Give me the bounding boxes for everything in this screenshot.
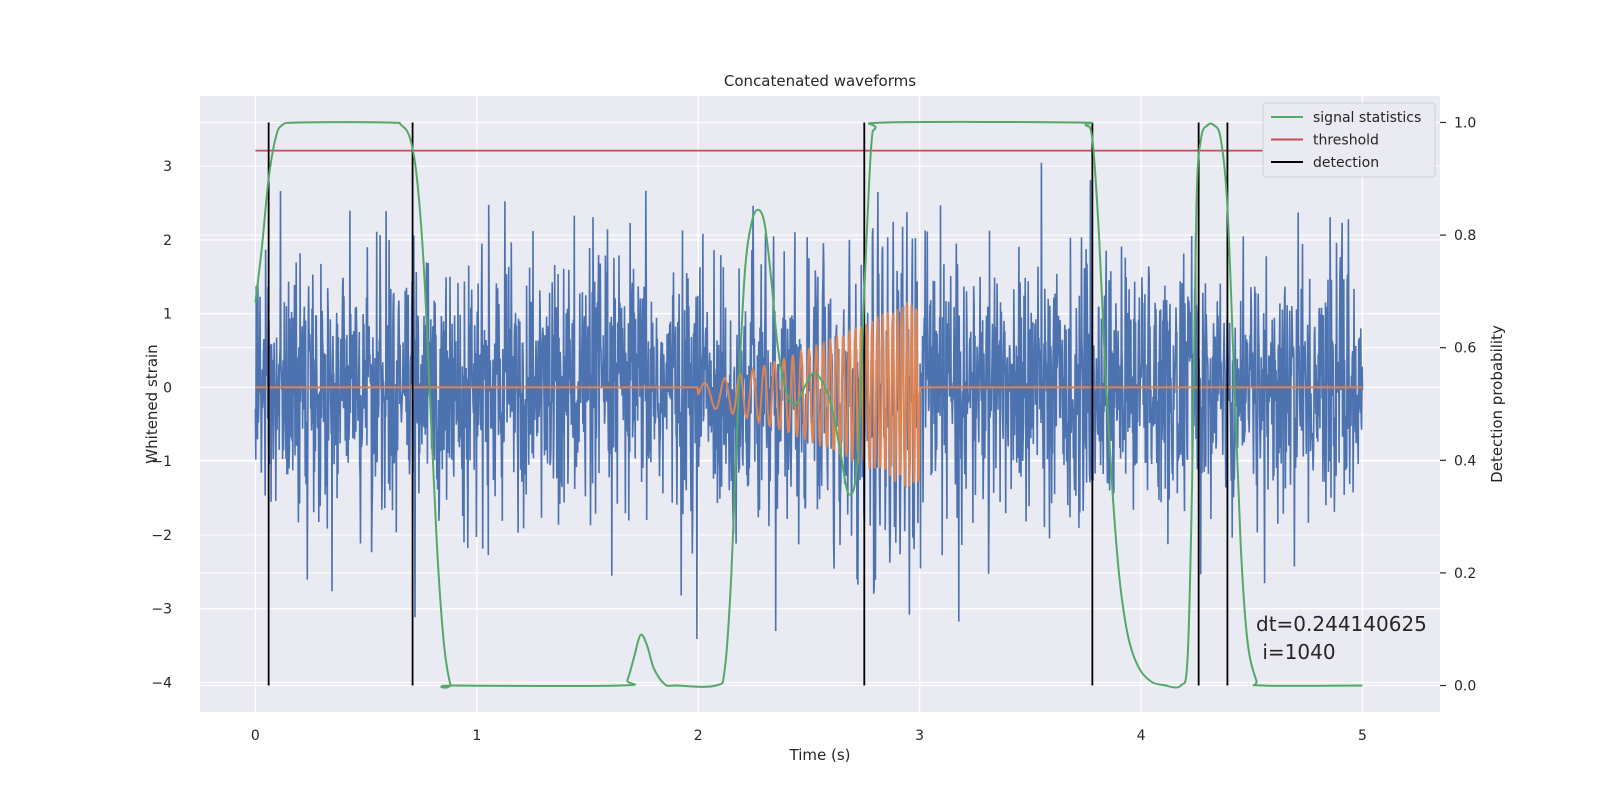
y-tick-label: 2 [163, 233, 172, 249]
x-tick-label: 2 [694, 728, 703, 744]
x-tick-label: 4 [1137, 728, 1146, 744]
y2-tick-label: 1.0 [1454, 115, 1476, 131]
x-tick-label: 3 [915, 728, 924, 744]
y2-tick-label: 0.6 [1454, 341, 1476, 357]
whitened-strain-series [254, 162, 1364, 640]
legend-label-threshold: threshold [1313, 133, 1379, 149]
y-tick-label: 1 [163, 307, 172, 323]
annotation-dt: dt=0.244140625 [1256, 612, 1427, 636]
y2-tick-label: 0.4 [1454, 453, 1476, 469]
whitened-strain-line [254, 162, 1364, 640]
detection-lines [267, 122, 1229, 686]
x-tick-label: 1 [472, 728, 481, 744]
x-tick-label: 5 [1358, 728, 1367, 744]
y2-tick-label: 0.0 [1454, 679, 1476, 695]
y-tick-label: −3 [151, 602, 172, 618]
chart-title: Concatenated waveforms [724, 72, 916, 90]
y2-axis-label: Detection probability [1488, 325, 1506, 483]
y2-tick-label: 0.2 [1454, 566, 1476, 582]
x-axis-label: Time (s) [789, 746, 851, 764]
annotation-index: i=1040 [1256, 640, 1336, 664]
legend: signal statistics threshold detection [1262, 102, 1436, 178]
injected-waveform-line [255, 302, 1363, 487]
x-tick-label: 0 [251, 728, 260, 744]
legend-label-signal-statistics: signal statistics [1313, 110, 1421, 126]
y-tick-label: 3 [163, 159, 172, 175]
y-tick-label: 0 [163, 380, 172, 396]
signal-statistics-series [254, 120, 1363, 689]
axis-ticks: 0 1 2 3 4 5 −4 −3 −2 −1 0 1 2 3 0.0 0.2 0.4 0.6 0.8 1.0 [151, 115, 1476, 744]
y2-tick-label: 0.8 [1454, 228, 1476, 244]
y-tick-label: −4 [151, 675, 172, 691]
signal-statistics-line [254, 120, 1363, 689]
legend-label-detection: detection [1313, 155, 1379, 171]
legend-box [1262, 102, 1436, 178]
y-axis-label: Whitened strain [143, 344, 161, 463]
y-tick-label: −1 [151, 454, 172, 470]
injected-waveform-series [255, 302, 1363, 487]
y-tick-label: −2 [151, 528, 172, 544]
